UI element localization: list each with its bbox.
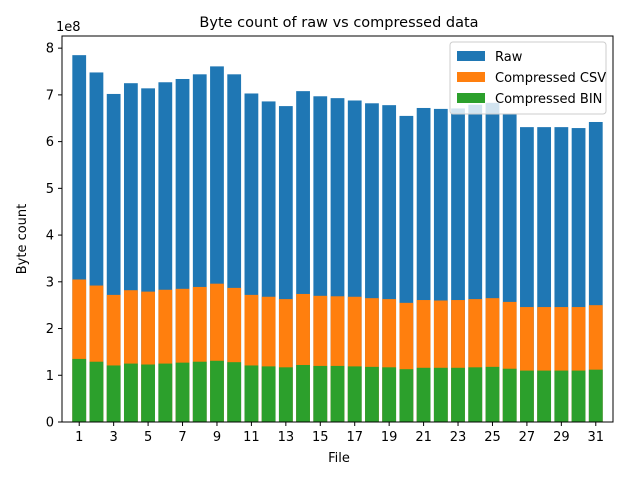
plot-frame	[61, 35, 614, 423]
y-tick-label: 3	[46, 275, 54, 290]
bar-compressed-bin-1	[72, 358, 87, 422]
bar-compressed-bin-19	[382, 367, 397, 422]
x-tick-label: 11	[243, 430, 260, 445]
x-tick-label: 3	[110, 430, 118, 445]
x-tick-label: 21	[415, 430, 432, 445]
bar-compressed-bin-8	[192, 361, 207, 422]
bar-compressed-bin-18	[365, 366, 379, 422]
legend-label-raw: Raw	[495, 50, 523, 65]
bar-compressed-bin-25	[485, 366, 500, 422]
y-tick-label: 0	[46, 416, 54, 431]
x-axis-label: File	[328, 451, 350, 466]
bar-compressed-bin-5	[141, 364, 155, 422]
x-tick-label: 17	[346, 430, 363, 445]
bar-compressed-bin-14	[296, 364, 310, 422]
x-tick-label: 29	[553, 430, 570, 445]
y-tick-label: 8	[46, 42, 54, 57]
x-tick-label: 1	[75, 430, 83, 445]
bar-compressed-bin-31	[588, 369, 603, 422]
bar-compressed-bin-4	[123, 363, 138, 422]
legend-label-compressed-csv: Compressed CSV	[495, 71, 606, 86]
x-tick-label: 23	[450, 430, 467, 445]
bar-compressed-bin-10	[227, 362, 242, 422]
bar-compressed-bin-13	[278, 367, 293, 422]
y-tick-label: 4	[46, 229, 54, 244]
legend-swatch-compressed-csv	[457, 72, 485, 82]
bar-compressed-bin-9	[210, 360, 224, 422]
x-tick-label: 5	[144, 430, 152, 445]
x-tick-label: 15	[312, 430, 329, 445]
bar-compressed-bin-7	[175, 362, 190, 422]
legend-label-compressed-bin: Compressed BIN	[495, 92, 602, 107]
x-tick-label: 7	[178, 430, 186, 445]
bar-compressed-bin-30	[571, 370, 586, 422]
y-offset-label: 1e8	[56, 20, 81, 35]
bar-compressed-bin-17	[347, 366, 362, 422]
y-tick-label: 6	[46, 135, 54, 150]
bar-compressed-bin-3	[106, 365, 121, 422]
legend-swatch-compressed-bin	[457, 93, 485, 103]
x-tick-label: 31	[588, 430, 605, 445]
y-tick-label: 5	[46, 182, 54, 197]
bar-compressed-bin-23	[451, 367, 465, 422]
bar-compressed-bin-28	[537, 370, 552, 422]
x-tick-label: 9	[213, 430, 221, 445]
bar-compressed-bin-20	[399, 369, 414, 422]
bar-compressed-bin-2	[89, 361, 104, 422]
bar-compressed-bin-27	[520, 370, 534, 422]
bar-compressed-bin-29	[554, 370, 569, 422]
bar-compressed-bin-15	[313, 365, 328, 422]
x-tick-label: 19	[381, 430, 398, 445]
legend: Raw Compressed CSV Compressed BIN	[449, 41, 607, 115]
bar-compressed-bin-12	[261, 366, 276, 422]
y-tick-label: 1	[46, 369, 54, 384]
legend-swatch-raw	[457, 51, 485, 61]
x-tick-label: 25	[484, 430, 501, 445]
x-tick-label: 27	[519, 430, 536, 445]
y-tick-label: 7	[46, 88, 54, 103]
bar-compressed-bin-22	[433, 367, 448, 422]
bar-compressed-bin-21	[416, 367, 431, 422]
bar-compressed-bin-26	[502, 368, 517, 422]
y-tick-label: 2	[46, 322, 54, 337]
legend-box	[449, 41, 607, 115]
bar-compressed-bin-6	[158, 363, 173, 422]
bars-group	[72, 55, 603, 423]
bar-compressed-bin-24	[468, 367, 483, 422]
bar-compressed-bin-11	[244, 365, 259, 422]
bar-compressed-bin-16	[330, 365, 345, 422]
y-axis-label: Byte count	[15, 204, 30, 275]
x-tick-label: 13	[278, 430, 295, 445]
chart-title: Byte count of raw vs compressed data	[199, 15, 478, 31]
